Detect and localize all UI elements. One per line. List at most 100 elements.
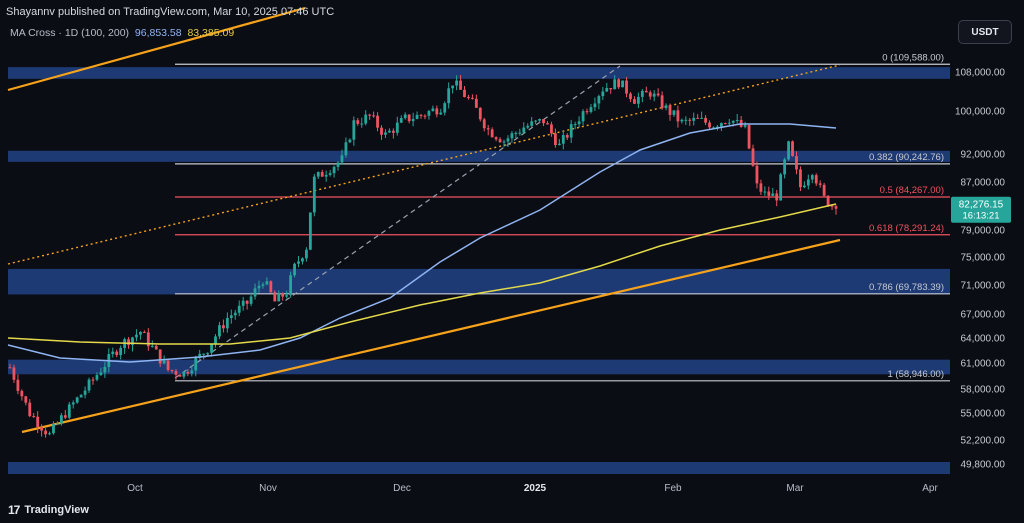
candle-body-129 <box>518 132 522 134</box>
candle-body-168 <box>672 110 676 115</box>
candle-body-24 <box>103 366 107 373</box>
candle-body-127 <box>510 133 514 139</box>
candle-body-172 <box>688 119 692 121</box>
candle-body-47 <box>194 357 198 371</box>
candle-body-97 <box>391 130 395 133</box>
candle-body-159 <box>636 96 640 104</box>
candle-body-32 <box>135 334 138 338</box>
fib-level-label-3: 0.618 (78,291.24) <box>869 223 944 234</box>
x-axis-tick-label-4: Feb <box>664 483 682 494</box>
y-axis-tick-label-8: 67,000.00 <box>961 310 1006 321</box>
candle-body-68 <box>277 293 281 302</box>
candle-body-169 <box>676 110 680 122</box>
candle-body-117 <box>471 97 474 99</box>
candle-body-45 <box>186 371 190 374</box>
candle-body-171 <box>684 119 688 121</box>
candle-body-202 <box>806 179 810 186</box>
candle-body-116 <box>467 97 470 99</box>
candle-body-8 <box>40 427 44 431</box>
candle-body-27 <box>115 351 119 356</box>
candle-body-77 <box>312 176 316 213</box>
candle-body-160 <box>640 90 644 97</box>
candle-body-121 <box>486 128 490 130</box>
y-axis-tick-label-10: 61,000.00 <box>961 359 1006 370</box>
candle-body-31 <box>131 337 134 346</box>
candle-body-21 <box>91 379 95 381</box>
candle-body-61 <box>249 296 253 304</box>
candle-body-91 <box>368 114 372 116</box>
candle-body-13 <box>59 415 63 424</box>
candle-body-0 <box>8 367 12 369</box>
candle-body-207 <box>826 195 830 206</box>
support-zone-1 <box>8 150 950 162</box>
x-axis-tick-label-0: Oct <box>127 483 143 494</box>
candle-body-84 <box>340 155 344 163</box>
ma200-line <box>7 203 837 345</box>
candle-body-92 <box>372 115 375 117</box>
candle-body-54 <box>222 325 225 329</box>
y-axis-tick-label-6: 75,000.00 <box>961 253 1006 264</box>
candle-body-162 <box>648 92 652 97</box>
candle-body-163 <box>652 93 656 97</box>
candle-body-6 <box>32 416 36 418</box>
candle-body-46 <box>190 370 194 374</box>
candle-body-30 <box>127 339 130 346</box>
candle-body-203 <box>810 175 814 180</box>
candle-body-187 <box>747 125 751 149</box>
candle-body-196 <box>783 159 787 175</box>
candle-body-18 <box>79 394 83 398</box>
x-axis-tick-label-6: Apr <box>922 483 938 494</box>
candle-body-144 <box>577 121 581 125</box>
candle-body-36 <box>150 345 154 347</box>
candle-body-141 <box>565 135 569 138</box>
candle-body-182 <box>727 122 731 124</box>
candle-body-178 <box>712 127 715 129</box>
candle-body-50 <box>206 352 210 354</box>
candle-body-26 <box>111 351 115 355</box>
candle-body-100 <box>403 114 407 119</box>
candle-body-105 <box>423 115 427 117</box>
indicator-legend[interactable]: MA Cross · 1D (100, 200) 96,853.58 83,38… <box>10 27 234 39</box>
candle-body-181 <box>723 123 727 125</box>
candle-body-147 <box>589 107 593 112</box>
candle-body-157 <box>629 93 632 100</box>
candle-body-106 <box>427 111 431 116</box>
fib-level-label-0: 0 (109,588.00) <box>882 52 944 63</box>
candle-body-167 <box>668 105 672 115</box>
support-zone-0 <box>8 67 950 79</box>
candle-body-35 <box>146 332 150 347</box>
candle-body-153 <box>613 79 617 90</box>
candle-body-96 <box>388 130 391 133</box>
candle-body-143 <box>573 124 577 126</box>
ma200-value: 83,385.09 <box>187 27 235 39</box>
candle-body-155 <box>621 80 624 88</box>
candle-body-103 <box>415 114 419 119</box>
candle-body-63 <box>257 285 261 289</box>
candle-body-83 <box>336 162 340 167</box>
candle-body-165 <box>660 95 664 109</box>
candle-body-80 <box>324 174 328 177</box>
candle-body-81 <box>328 173 332 175</box>
candle-body-166 <box>664 105 668 109</box>
channel-upper-line <box>7 6 306 92</box>
candle-body-14 <box>63 415 67 418</box>
fib-level-label-4: 0.786 (69,783.39) <box>869 282 944 293</box>
fib-trend-line <box>174 65 621 379</box>
candle-body-200 <box>799 169 802 188</box>
currency-button[interactable]: USDT <box>958 20 1012 44</box>
candle-body-40 <box>166 360 170 371</box>
candle-body-136 <box>546 123 549 125</box>
candle-body-5 <box>28 402 32 417</box>
candle-body-192 <box>767 191 771 196</box>
y-axis-tick-label-0: 108,000.00 <box>955 68 1005 79</box>
candle-body-53 <box>218 325 221 337</box>
candle-body-17 <box>75 397 79 403</box>
candle-body-164 <box>656 93 660 96</box>
candle-body-67 <box>273 292 277 302</box>
tradingview-branding[interactable]: 17 TradingView <box>8 503 89 517</box>
candle-body-28 <box>119 347 123 356</box>
support-zone-3 <box>8 359 950 375</box>
candle-body-119 <box>478 107 482 120</box>
candle-body-74 <box>301 258 304 262</box>
